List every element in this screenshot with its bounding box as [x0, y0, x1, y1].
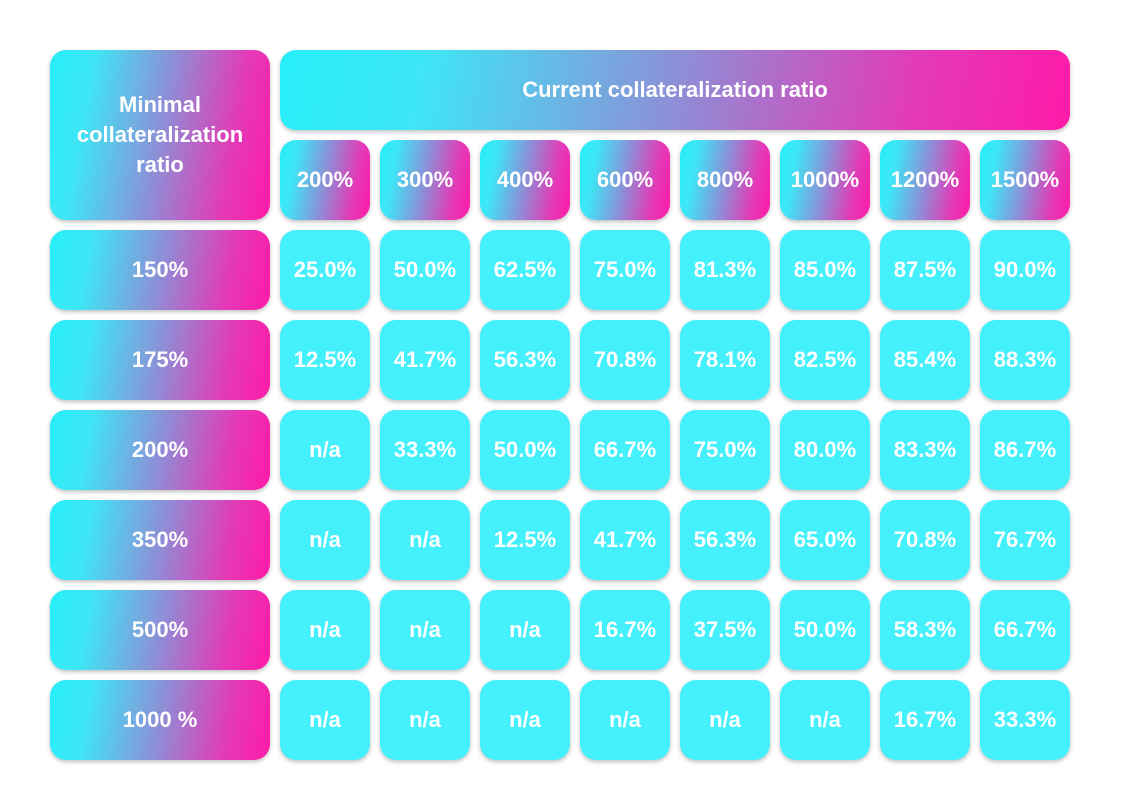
- table-cell: 37.5%: [680, 590, 770, 670]
- table-cell: 16.7%: [580, 590, 670, 670]
- table-cell: 12.5%: [280, 320, 370, 400]
- table-cell: 78.1%: [680, 320, 770, 400]
- row-header: 500%: [50, 590, 270, 670]
- table-cell: 81.3%: [680, 230, 770, 310]
- table-cell: n/a: [780, 680, 870, 760]
- corner-header: Minimal collateralization ratio: [50, 50, 270, 220]
- column-header: 1200%: [880, 140, 970, 220]
- table-cell: n/a: [280, 680, 370, 760]
- column-header: 200%: [280, 140, 370, 220]
- table-cell: 25.0%: [280, 230, 370, 310]
- table-cell: 70.8%: [580, 320, 670, 400]
- table-cell: n/a: [280, 590, 370, 670]
- table-cell: n/a: [380, 680, 470, 760]
- table-cell: 50.0%: [380, 230, 470, 310]
- table-cell: 33.3%: [380, 410, 470, 490]
- column-header: 400%: [480, 140, 570, 220]
- table-cell: 85.4%: [880, 320, 970, 400]
- table-cell: 56.3%: [680, 500, 770, 580]
- table-cell: 58.3%: [880, 590, 970, 670]
- column-header: 1000%: [780, 140, 870, 220]
- table-cell: 83.3%: [880, 410, 970, 490]
- table-cell: 62.5%: [480, 230, 570, 310]
- row-header: 200%: [50, 410, 270, 490]
- table-cell: 70.8%: [880, 500, 970, 580]
- table-cell: n/a: [480, 680, 570, 760]
- table-cell: 50.0%: [480, 410, 570, 490]
- table-cell: 82.5%: [780, 320, 870, 400]
- table-cell: n/a: [680, 680, 770, 760]
- table-cell: 80.0%: [780, 410, 870, 490]
- table-cell: 41.7%: [580, 500, 670, 580]
- table-cell: 56.3%: [480, 320, 570, 400]
- table-cell: 87.5%: [880, 230, 970, 310]
- table-title: Current collateralization ratio: [280, 50, 1070, 130]
- table-cell: 50.0%: [780, 590, 870, 670]
- table-cell: n/a: [280, 500, 370, 580]
- table-cell: n/a: [280, 410, 370, 490]
- column-header: 1500%: [980, 140, 1070, 220]
- row-header: 1000 %: [50, 680, 270, 760]
- table-cell: 75.0%: [580, 230, 670, 310]
- column-header: 300%: [380, 140, 470, 220]
- table-cell: 66.7%: [980, 590, 1070, 670]
- row-header: 150%: [50, 230, 270, 310]
- table-cell: 41.7%: [380, 320, 470, 400]
- table-cell: 76.7%: [980, 500, 1070, 580]
- table-cell: n/a: [480, 590, 570, 670]
- table-cell: 85.0%: [780, 230, 870, 310]
- table-cell: 88.3%: [980, 320, 1070, 400]
- table-cell: 12.5%: [480, 500, 570, 580]
- table-cell: 66.7%: [580, 410, 670, 490]
- table-cell: 33.3%: [980, 680, 1070, 760]
- table-cell: 86.7%: [980, 410, 1070, 490]
- row-header: 175%: [50, 320, 270, 400]
- table-cell: 16.7%: [880, 680, 970, 760]
- table-cell: n/a: [580, 680, 670, 760]
- table-cell: 65.0%: [780, 500, 870, 580]
- table-cell: n/a: [380, 590, 470, 670]
- table-cell: n/a: [380, 500, 470, 580]
- table-cell: 75.0%: [680, 410, 770, 490]
- column-header: 800%: [680, 140, 770, 220]
- table-cell: 90.0%: [980, 230, 1070, 310]
- column-header: 600%: [580, 140, 670, 220]
- row-header: 350%: [50, 500, 270, 580]
